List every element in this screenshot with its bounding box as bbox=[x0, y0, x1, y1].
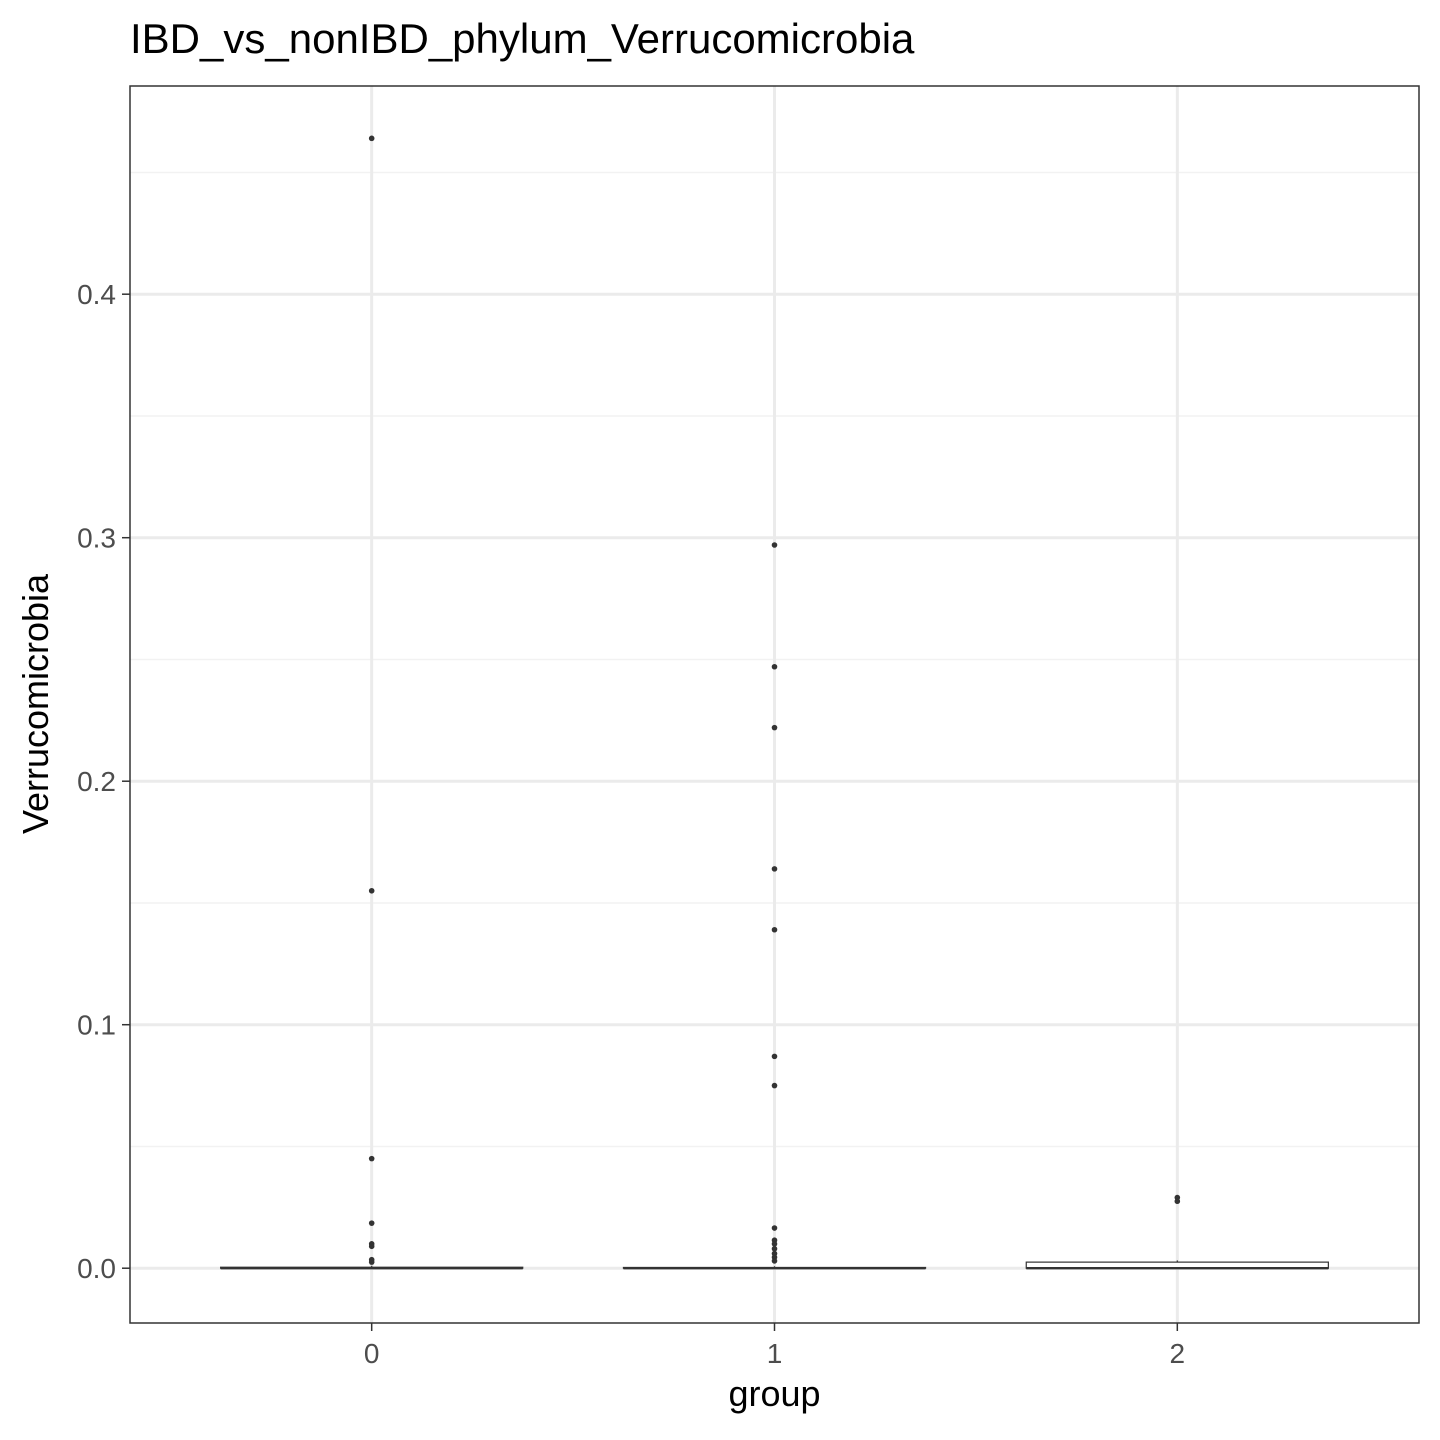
y-tick-label-3: 0.3 bbox=[77, 523, 116, 554]
axis-ticks: 0.0 0.1 0.2 0.3 0.4 0 1 2 bbox=[77, 279, 1185, 1369]
outlier-point-1-7 bbox=[771, 1225, 778, 1231]
outlier-point-0-2 bbox=[368, 1155, 375, 1162]
outlier-point-1-3 bbox=[771, 866, 778, 872]
outlier-point-1-13 bbox=[771, 1258, 778, 1264]
outlier-point-2-1 bbox=[1174, 1198, 1181, 1205]
x-tick-label-2: 2 bbox=[1170, 1338, 1186, 1369]
outlier-point-1-10 bbox=[771, 1245, 778, 1252]
y-tick-label-0: 0.0 bbox=[77, 1253, 116, 1284]
y-tick-label-2: 0.2 bbox=[77, 766, 116, 797]
outlier-point-1-4 bbox=[771, 926, 778, 933]
outlier-point-0-7 bbox=[368, 1259, 375, 1265]
boxes bbox=[220, 1260, 1329, 1270]
outlier-point-1-5 bbox=[771, 1053, 778, 1060]
box-group-2 bbox=[1025, 1260, 1329, 1270]
y-tick-label-1: 0.1 bbox=[77, 1010, 116, 1041]
box-group-1 bbox=[622, 1266, 927, 1270]
y-axis-title: Verrucomicrobia bbox=[15, 573, 56, 834]
box-group-0 bbox=[220, 1265, 524, 1270]
outlier-points bbox=[368, 135, 1181, 1265]
x-axis-title: group bbox=[728, 1373, 820, 1414]
outlier-point-0-3 bbox=[368, 1220, 375, 1226]
outlier-point-0-0 bbox=[368, 135, 375, 142]
outlier-point-1-6 bbox=[771, 1082, 778, 1089]
outlier-point-0-1 bbox=[368, 887, 375, 894]
outlier-point-1-9 bbox=[771, 1241, 778, 1247]
y-tick-label-4: 0.4 bbox=[77, 279, 116, 310]
x-tick-label-1: 1 bbox=[767, 1338, 783, 1369]
x-tick-label-0: 0 bbox=[364, 1338, 380, 1369]
grid-lines bbox=[130, 86, 1419, 1323]
outlier-point-1-0 bbox=[771, 542, 778, 548]
outlier-point-1-2 bbox=[771, 724, 778, 731]
outlier-point-1-1 bbox=[771, 663, 778, 670]
chart-title: IBD_vs_nonIBD_phylum_Verrucomicrobia bbox=[130, 15, 915, 62]
outlier-point-0-5 bbox=[368, 1243, 375, 1250]
